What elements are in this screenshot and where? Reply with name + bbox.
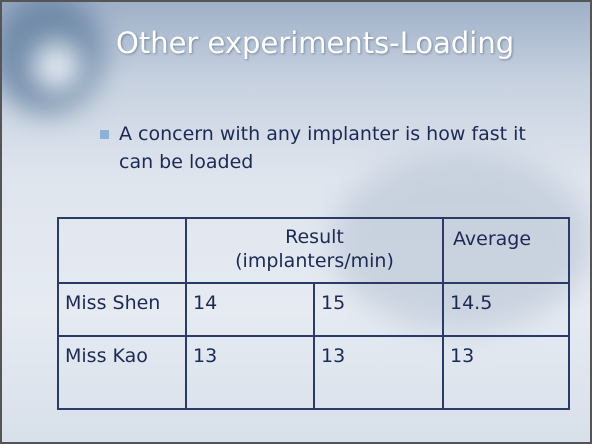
table-border <box>442 219 444 408</box>
table-border <box>313 282 315 410</box>
header-cell: Average <box>453 227 531 251</box>
table-cell: 13 <box>193 344 217 368</box>
header-cell: Result (implanters/min) <box>187 225 442 273</box>
table-cell: 15 <box>321 291 345 315</box>
table-cell: 14.5 <box>450 291 492 315</box>
bullet-text: A concern with any implanter is how fast… <box>119 120 549 176</box>
table-cell: 13 <box>450 344 474 368</box>
table-border <box>59 282 568 284</box>
table-cell: 13 <box>321 344 345 368</box>
table-cell: 14 <box>193 291 217 315</box>
table-border <box>59 335 568 337</box>
slide: Other experiments-Loading A concern with… <box>0 0 592 444</box>
header-text: Result <box>187 225 442 249</box>
bullet-marker <box>100 130 109 139</box>
slide-title: Other experiments-Loading <box>116 26 514 60</box>
background-photo <box>32 42 82 92</box>
header-text: (implanters/min) <box>187 249 442 273</box>
row-label: Miss Kao <box>65 344 148 368</box>
page: Other experiments-Loading A concern with… <box>0 0 592 444</box>
row-label: Miss Shen <box>65 291 160 315</box>
table: Result (implanters/min) Average Miss She… <box>57 217 570 410</box>
